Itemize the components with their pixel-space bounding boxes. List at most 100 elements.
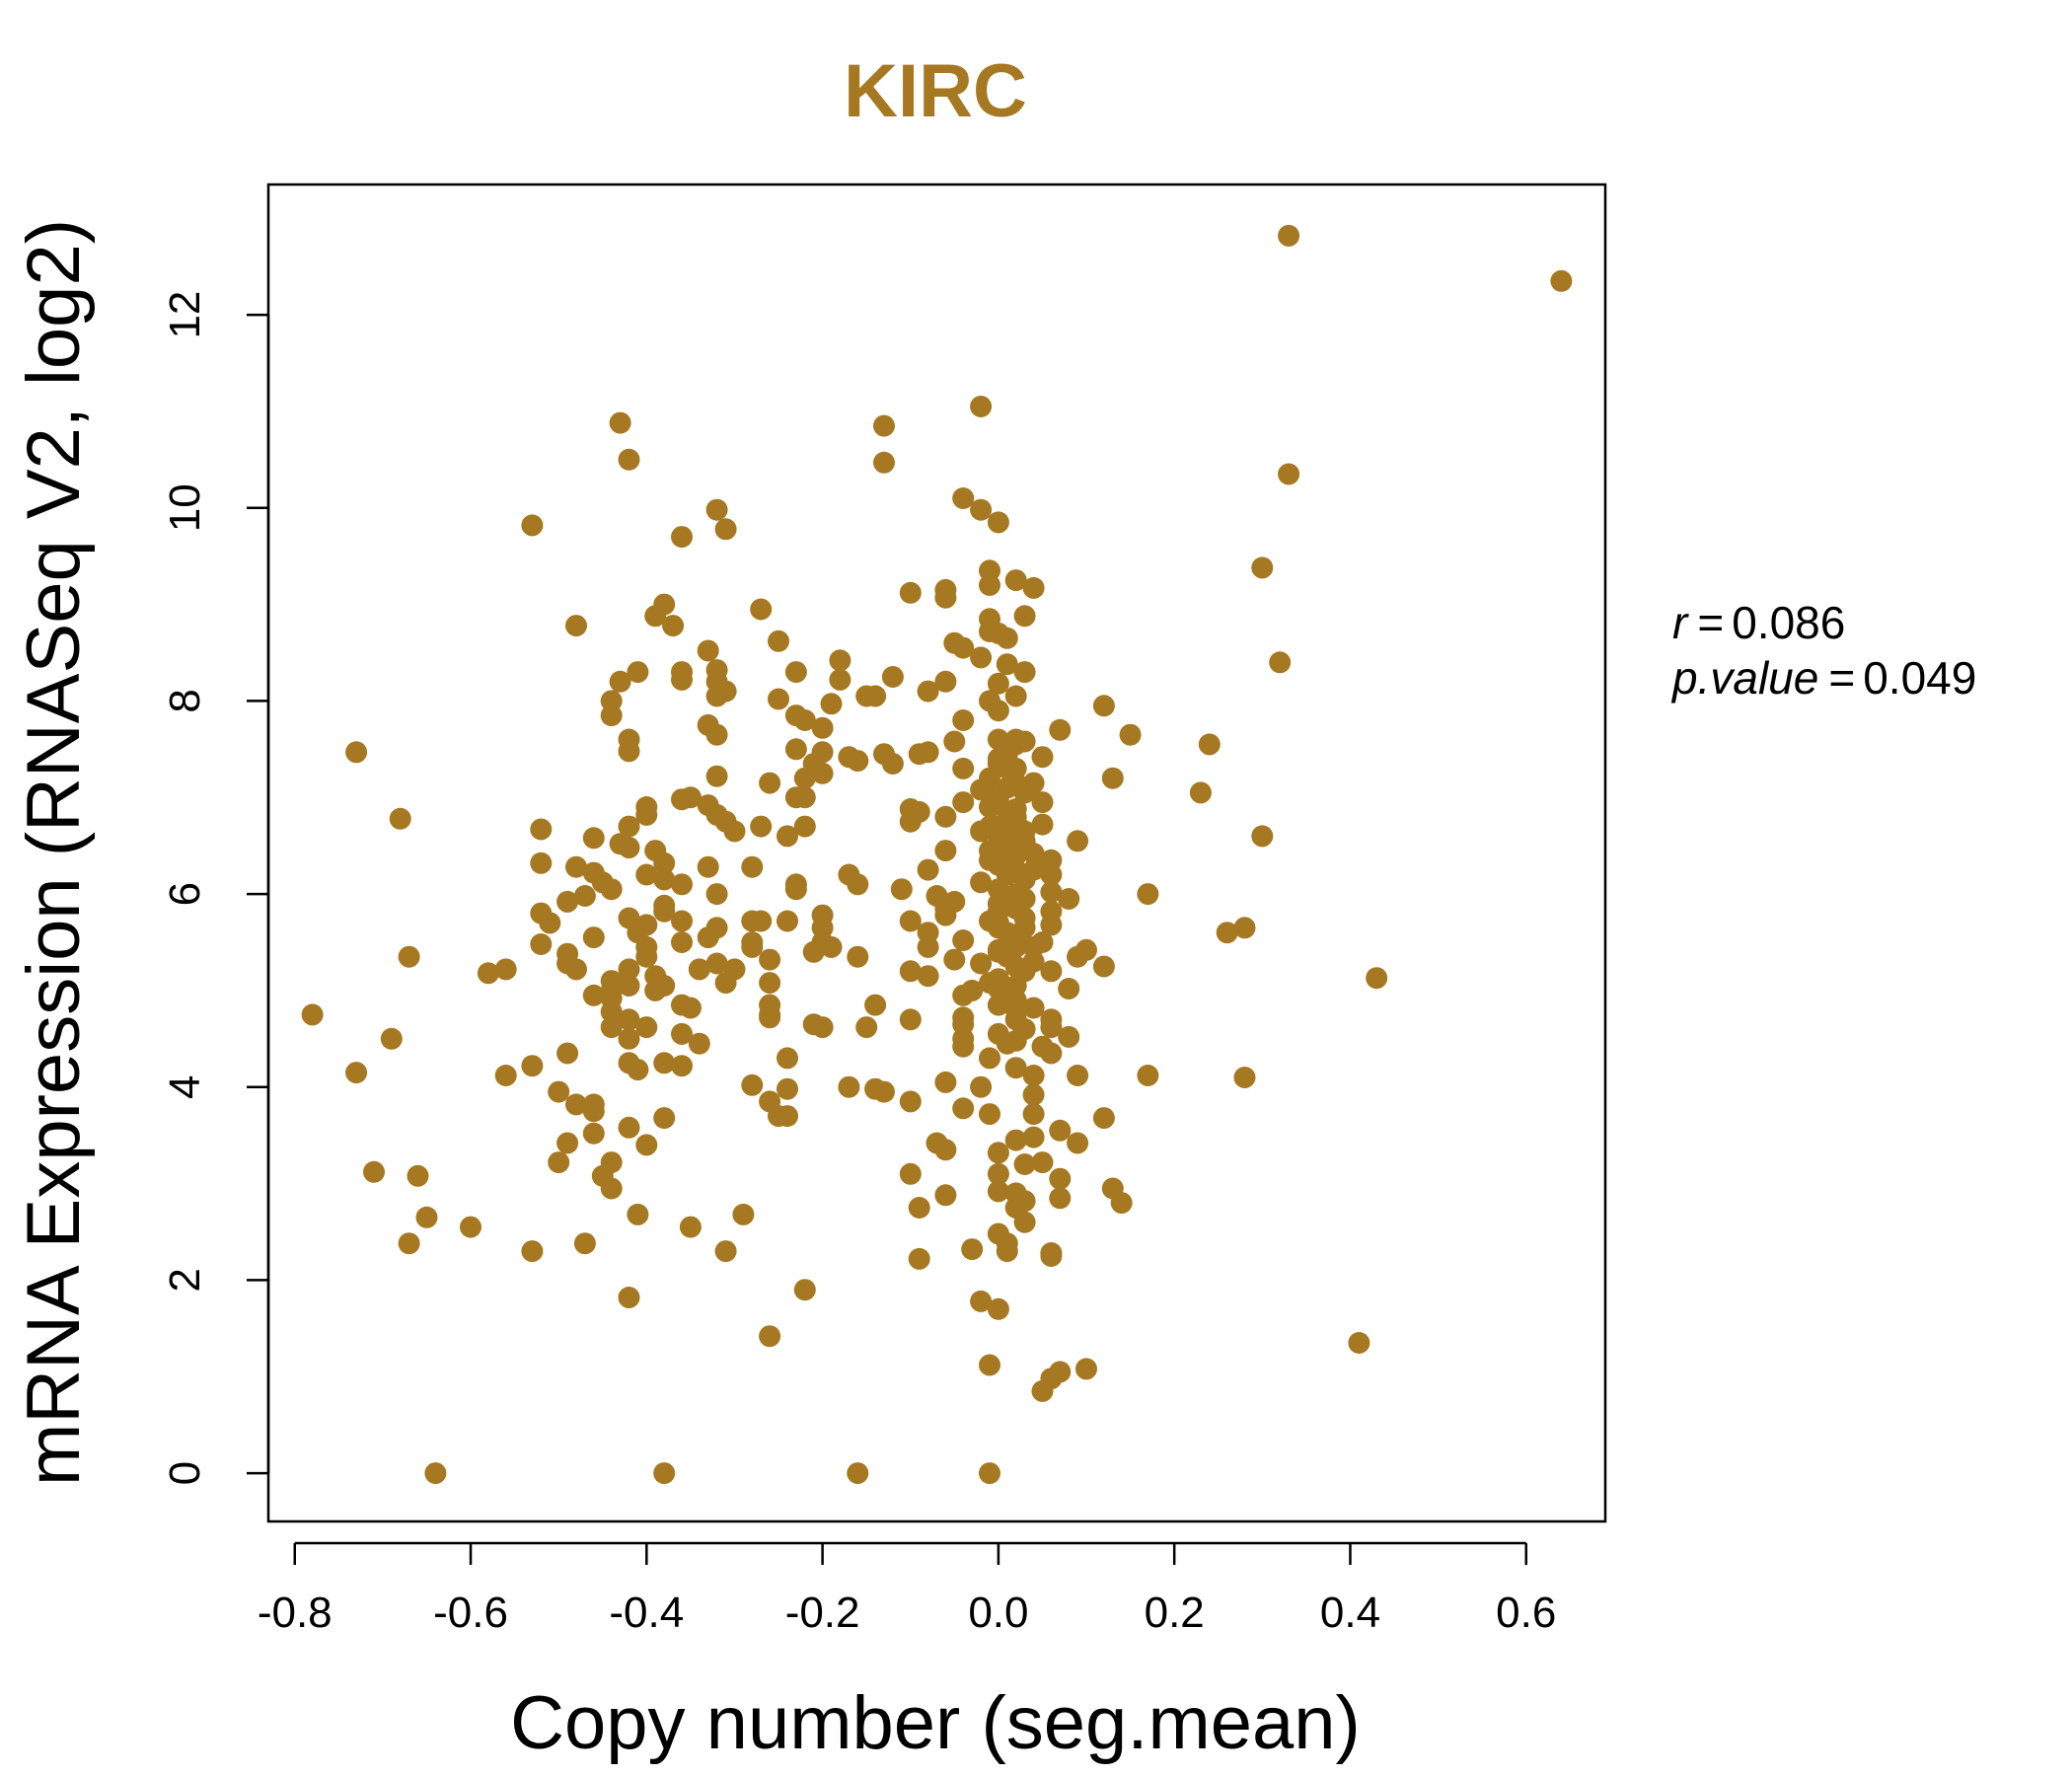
data-point xyxy=(530,851,553,874)
data-point xyxy=(855,1016,878,1039)
data-point xyxy=(970,778,993,801)
data-point xyxy=(705,952,728,975)
data-point xyxy=(671,873,693,896)
data-point xyxy=(618,1008,640,1031)
data-point xyxy=(1013,661,1036,684)
data-point xyxy=(952,487,975,509)
x-tick-label: 0.4 xyxy=(1320,1589,1380,1637)
data-point xyxy=(1040,1016,1063,1039)
data-point xyxy=(1269,651,1292,674)
data-point xyxy=(970,952,993,975)
data-point xyxy=(811,716,834,739)
data-point xyxy=(1031,791,1054,814)
data-point xyxy=(1022,858,1045,881)
data-point xyxy=(847,1462,869,1485)
data-point xyxy=(784,661,807,684)
data-point xyxy=(741,1073,764,1096)
data-point xyxy=(1031,813,1054,836)
data-point xyxy=(847,945,869,968)
data-point xyxy=(1022,1083,1045,1106)
x-axis: -0.8 -0.6 -0.4 -0.2 0.0 0.2 0.4 0.6 xyxy=(258,1541,1556,1637)
data-point xyxy=(573,1232,596,1255)
data-point xyxy=(943,948,966,971)
data-point xyxy=(979,1462,1000,1485)
data-point xyxy=(1348,1332,1370,1354)
data-point xyxy=(987,1180,1009,1203)
data-point xyxy=(556,890,579,913)
data-point xyxy=(671,1055,693,1077)
x-tick-label: 0.6 xyxy=(1496,1589,1556,1637)
data-point xyxy=(618,837,640,859)
data-point xyxy=(873,1080,895,1103)
data-point xyxy=(556,1132,579,1154)
data-point xyxy=(1049,718,1072,741)
data-point xyxy=(679,1216,702,1238)
data-point xyxy=(952,636,975,659)
data-point xyxy=(1040,960,1063,983)
data-point xyxy=(934,1184,957,1207)
data-point xyxy=(653,1107,676,1130)
data-point xyxy=(996,1240,1018,1263)
data-point xyxy=(1198,733,1221,756)
data-point xyxy=(582,984,605,1006)
data-point xyxy=(777,910,798,932)
data-point xyxy=(979,621,1000,642)
data-point xyxy=(662,615,685,637)
data-point xyxy=(494,1065,517,1086)
data-point xyxy=(987,1297,1009,1320)
data-point xyxy=(1031,1379,1054,1402)
data-point xyxy=(732,1203,755,1225)
data-point xyxy=(777,1047,798,1070)
y-tick-label: 8 xyxy=(161,689,209,712)
data-point xyxy=(582,1100,605,1123)
data-point xyxy=(548,1080,570,1103)
data-point xyxy=(477,962,499,985)
data-point xyxy=(627,1203,649,1225)
data-point xyxy=(398,945,420,968)
data-point xyxy=(1067,830,1089,852)
data-point xyxy=(793,815,816,838)
data-point xyxy=(970,498,993,521)
data-point xyxy=(784,786,807,809)
data-point xyxy=(741,855,764,878)
data-point xyxy=(1040,1042,1063,1065)
data-point xyxy=(1013,1018,1036,1040)
data-point xyxy=(671,931,693,953)
data-point xyxy=(1022,1126,1045,1148)
data-point xyxy=(979,1103,1000,1126)
data-point xyxy=(521,1055,544,1077)
data-point xyxy=(996,863,1018,886)
data-point xyxy=(987,912,1009,934)
data-point xyxy=(838,1075,860,1098)
x-tick-label: -0.8 xyxy=(258,1589,333,1637)
data-point xyxy=(970,1290,993,1312)
data-point xyxy=(705,765,728,787)
data-point xyxy=(952,791,975,814)
data-point xyxy=(460,1216,481,1238)
data-point xyxy=(996,653,1018,676)
data-point xyxy=(1004,757,1027,779)
data-point xyxy=(917,935,939,958)
data-point xyxy=(618,740,640,763)
data-point xyxy=(1013,1211,1036,1233)
data-point xyxy=(996,800,1018,823)
data-point xyxy=(934,670,957,693)
data-point xyxy=(1110,1192,1133,1215)
data-point xyxy=(671,910,693,932)
data-point xyxy=(987,511,1009,534)
data-point xyxy=(1022,1103,1045,1126)
data-point xyxy=(1233,917,1256,939)
data-point xyxy=(979,574,1000,596)
data-point xyxy=(1004,728,1027,751)
data-point xyxy=(829,668,851,691)
data-point xyxy=(705,685,728,707)
data-point xyxy=(345,1062,368,1084)
data-point xyxy=(345,741,368,764)
data-point xyxy=(723,820,746,843)
data-point xyxy=(1067,1065,1089,1086)
data-point xyxy=(1031,1151,1054,1174)
data-point xyxy=(1058,888,1080,910)
data-point xyxy=(970,1075,993,1098)
data-point xyxy=(600,1177,623,1200)
